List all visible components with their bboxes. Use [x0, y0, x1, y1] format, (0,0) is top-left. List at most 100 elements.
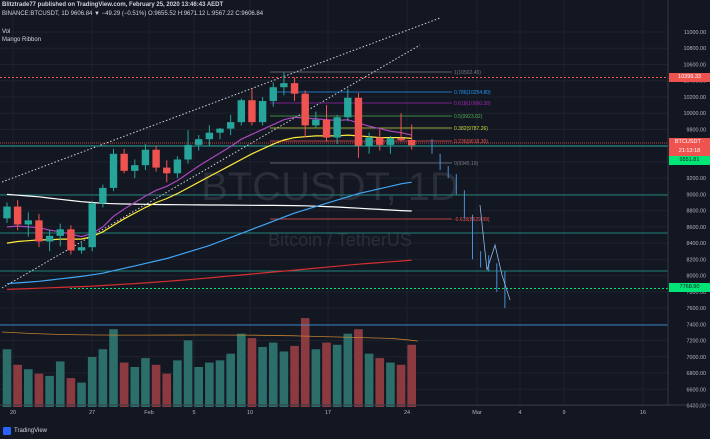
candle [408, 124, 416, 150]
candle [354, 92, 363, 158]
price-tick: 8400.00 [687, 241, 707, 247]
candle [290, 77, 299, 102]
candle [163, 160, 171, 183]
ema-ribbon [6, 116, 412, 290]
candle-body [301, 93, 309, 126]
bars-pattern-projection [431, 139, 511, 309]
candle-body [24, 220, 32, 225]
candle [205, 125, 214, 146]
price-tick: 9800.00 [687, 127, 707, 133]
candle [376, 129, 384, 151]
price-tick: 7800.00 [687, 290, 707, 296]
price-label-support: 9551.81 [669, 156, 710, 165]
price-tick: 9200.00 [687, 176, 707, 182]
candle-body [195, 139, 203, 145]
candle [258, 96, 267, 126]
candle [184, 130, 192, 164]
volume-ma-line [1, 331, 419, 342]
candle [216, 127, 224, 140]
candle-body [77, 247, 86, 251]
price-tick: 10000.00 [684, 111, 706, 117]
volume-bar [194, 367, 203, 407]
candle [386, 135, 395, 154]
candle [280, 72, 288, 96]
indicator-vol[interactable]: Vol [2, 29, 11, 35]
volume-bar [45, 375, 54, 407]
symbol-watermark: BTCUSDT, 1D Bitcoin / TetherUS [201, 165, 459, 250]
volume-bar [24, 369, 33, 407]
time-tick: 9 [562, 410, 565, 416]
price-tick: 11000.00 [684, 30, 706, 36]
volume-bar [290, 345, 299, 407]
projection-bar [479, 204, 511, 301]
ema-line [6, 259, 412, 290]
candle-body [13, 206, 22, 225]
volume-bar [55, 361, 65, 407]
price-tick: 10200.00 [684, 95, 706, 101]
candle [344, 88, 352, 122]
ema-line [6, 181, 412, 285]
price-tick: 10800.00 [684, 46, 706, 52]
candle [109, 148, 118, 192]
candle [152, 145, 160, 172]
volume-bar [332, 344, 342, 407]
candle [365, 132, 373, 154]
volume-bar [205, 362, 214, 407]
time-tick: 17 [325, 410, 331, 416]
fib-label: 0.786(10254.80) [454, 90, 491, 96]
volume-bar [268, 342, 278, 407]
fib-level: -0.618(8629.99) [270, 217, 490, 223]
candle-body [67, 229, 75, 251]
indicator-mango-ribbon[interactable]: Mango Ribbon [2, 37, 42, 43]
price-tick: 8800.00 [687, 209, 707, 215]
candle-body [184, 144, 192, 160]
time-tick: Mar [472, 410, 482, 416]
candle-body [258, 101, 267, 123]
upper-trend-line [1, 17, 441, 183]
volume-bar [173, 360, 182, 407]
candle-body [163, 167, 171, 174]
fib-level: 1(10502.45) [270, 70, 481, 76]
volume-bar [66, 378, 76, 407]
volume-bar [364, 353, 374, 407]
price-tick: 8000.00 [687, 274, 707, 280]
fib-label: 1(10502.45) [454, 70, 481, 76]
candle-body [109, 153, 118, 188]
candle [248, 88, 256, 126]
time-tick: 27 [89, 410, 95, 416]
candle-body [56, 229, 64, 236]
time-tick: 24 [404, 410, 410, 416]
fib-retracement: 1(10502.45) 0.786(10254.80) 0.618(10060.38… [270, 70, 491, 223]
candle-body [312, 119, 320, 126]
fib-level: 0.786(10254.80) [270, 90, 491, 96]
candle-body [226, 122, 235, 129]
tradingview-branding[interactable]: TradingView [3, 427, 47, 435]
volume-bar [215, 360, 225, 407]
candle-body [173, 159, 182, 174]
tradingview-logo-icon [3, 427, 11, 435]
volume-bar [343, 333, 353, 407]
time-tick: 4 [518, 410, 521, 416]
volume-bar [279, 351, 289, 407]
volume-bar [322, 342, 331, 407]
candle [120, 148, 128, 174]
price-label-last: BTCUSDT · 9606.84 [669, 138, 710, 154]
candle [35, 213, 43, 248]
candle-body [365, 137, 373, 146]
candle-body [280, 83, 288, 88]
candle-body [269, 87, 277, 102]
time-tick: 16 [640, 410, 646, 416]
candle [131, 159, 139, 179]
price-tick: 6800.00 [687, 371, 707, 377]
fib-label: 0(9345.19) [454, 161, 479, 167]
candle [56, 223, 64, 247]
candle-body [3, 206, 11, 219]
candle [301, 90, 309, 138]
price-label-countdown: 21:13:18 [669, 147, 710, 156]
candle [77, 243, 86, 254]
price-tick: 8600.00 [687, 225, 707, 231]
fib-level: 0(9345.19) [270, 161, 479, 167]
candles [3, 72, 416, 255]
volume-bar [151, 364, 161, 407]
